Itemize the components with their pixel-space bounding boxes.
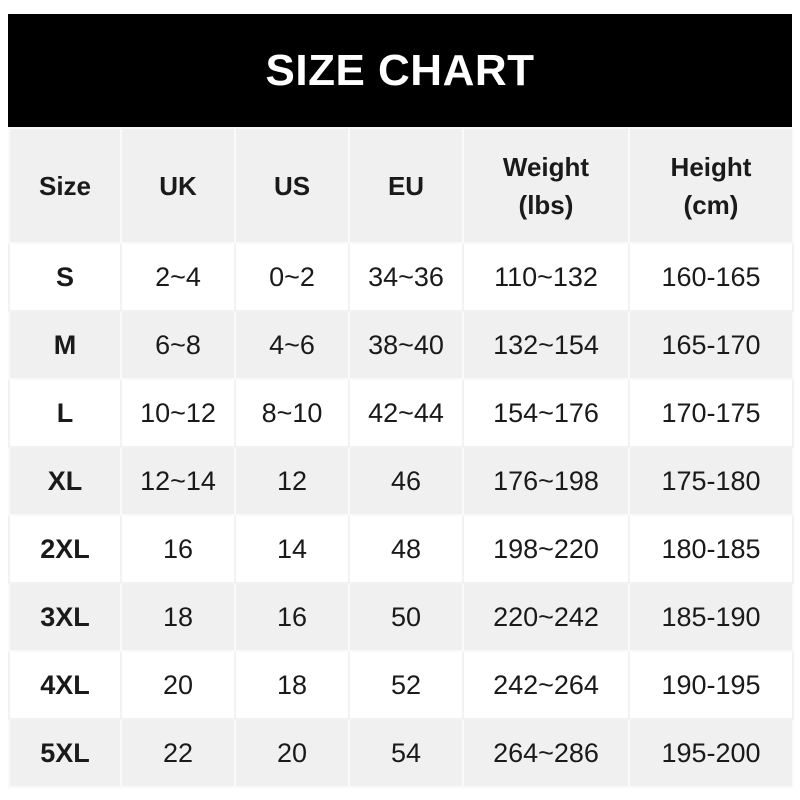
header-us: US (234, 127, 350, 244)
cell-eu: 42~44 (348, 378, 464, 448)
cell-weight: 220~242 (462, 582, 630, 652)
cell-height: 185-190 (628, 582, 794, 652)
cell-height: 180-185 (628, 514, 794, 584)
cell-us: 0~2 (234, 242, 350, 312)
cell-uk: 2~4 (120, 242, 236, 312)
header-size: Size (8, 127, 122, 244)
header-text: EU (387, 170, 425, 201)
cell-eu: 50 (348, 582, 464, 652)
cell-us: 8~10 (234, 378, 350, 448)
cell-height: 195-200 (628, 718, 794, 788)
cell-height: 170-175 (628, 378, 794, 448)
cell-us: 20 (234, 718, 350, 788)
table-row: L 10~12 8~10 42~44 154~176 170-175 (8, 378, 794, 448)
header-text: (cm) (683, 189, 739, 220)
table-row: 5XL 22 20 54 264~286 195-200 (8, 718, 794, 788)
cell-size: 2XL (8, 514, 122, 584)
table-row: XL 12~14 12 46 176~198 175-180 (8, 446, 794, 516)
header-text: Size (38, 170, 92, 201)
header-height: Height (cm) (628, 127, 794, 244)
cell-eu: 48 (348, 514, 464, 584)
cell-eu: 46 (348, 446, 464, 516)
cell-us: 4~6 (234, 310, 350, 380)
size-chart-table: Size UK US EU Weight (lbs) Height (cm) S 2~4 0~2 3… (8, 127, 794, 788)
cell-uk: 10~12 (120, 378, 236, 448)
cell-uk: 16 (120, 514, 236, 584)
cell-size: 3XL (8, 582, 122, 652)
cell-size: L (8, 378, 122, 448)
cell-size: 4XL (8, 650, 122, 720)
cell-weight: 264~286 (462, 718, 630, 788)
cell-size: S (8, 242, 122, 312)
cell-weight: 176~198 (462, 446, 630, 516)
header-text: Height (670, 151, 752, 182)
header-row: Size UK US EU Weight (lbs) Height (cm) (8, 127, 794, 244)
cell-weight: 132~154 (462, 310, 630, 380)
cell-eu: 38~40 (348, 310, 464, 380)
cell-eu: 54 (348, 718, 464, 788)
cell-uk: 22 (120, 718, 236, 788)
cell-us: 16 (234, 582, 350, 652)
table-row: M 6~8 4~6 38~40 132~154 165-170 (8, 310, 794, 380)
cell-weight: 110~132 (462, 242, 630, 312)
cell-us: 12 (234, 446, 350, 516)
cell-eu: 34~36 (348, 242, 464, 312)
header-text: UK (159, 170, 197, 201)
header-weight: Weight (lbs) (462, 127, 630, 244)
cell-uk: 12~14 (120, 446, 236, 516)
cell-weight: 242~264 (462, 650, 630, 720)
table-row: 4XL 20 18 52 242~264 190-195 (8, 650, 794, 720)
size-chart-title: SIZE CHART (8, 14, 792, 127)
cell-height: 160-165 (628, 242, 794, 312)
cell-uk: 20 (120, 650, 236, 720)
cell-eu: 52 (348, 650, 464, 720)
cell-height: 190-195 (628, 650, 794, 720)
cell-size: M (8, 310, 122, 380)
header-uk: UK (120, 127, 236, 244)
cell-height: 165-170 (628, 310, 794, 380)
header-text: (lbs) (518, 189, 574, 220)
table-row: 2XL 16 14 48 198~220 180-185 (8, 514, 794, 584)
cell-uk: 6~8 (120, 310, 236, 380)
header-text: US (273, 170, 311, 201)
table-row: S 2~4 0~2 34~36 110~132 160-165 (8, 242, 794, 312)
cell-us: 18 (234, 650, 350, 720)
table-row: 3XL 18 16 50 220~242 185-190 (8, 582, 794, 652)
cell-uk: 18 (120, 582, 236, 652)
cell-us: 14 (234, 514, 350, 584)
cell-size: XL (8, 446, 122, 516)
cell-weight: 154~176 (462, 378, 630, 448)
header-eu: EU (348, 127, 464, 244)
cell-height: 175-180 (628, 446, 794, 516)
cell-size: 5XL (8, 718, 122, 788)
header-text: Weight (502, 151, 590, 182)
cell-weight: 198~220 (462, 514, 630, 584)
